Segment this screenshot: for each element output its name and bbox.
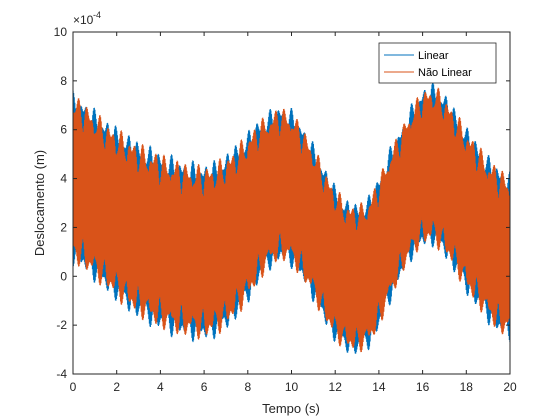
x-tick-label: 12 [329,380,343,394]
y-exponent-power: -4 [93,10,101,20]
x-axis-label: Tempo (s) [262,401,320,416]
y-tick-label: 10 [54,25,68,39]
y-tick-label: 0 [60,269,67,283]
y-tick-label: 6 [60,123,67,137]
x-tick-label: 20 [503,380,517,394]
y-tick-label: 4 [60,172,67,186]
x-tick-label: 4 [157,380,164,394]
x-tick-label: 6 [201,380,208,394]
x-tick-label: 10 [285,380,299,394]
y-tick-label: 8 [60,74,67,88]
x-tick-label: 8 [244,380,251,394]
series-line-nao-linear [73,87,510,353]
y-tick-label: -2 [56,318,67,332]
x-tick-label: 14 [372,380,386,394]
y-tick-label: -4 [56,367,67,381]
x-tick-label: 18 [460,380,474,394]
legend-box [378,42,497,84]
x-tick-label: 0 [70,380,77,394]
x-tick-label: 16 [416,380,430,394]
legend-label-linear: Linear [418,50,449,62]
y-exponent-label: ×10 [73,13,94,27]
y-axis-label: Deslocamento (m) [32,150,47,256]
x-tick-label: 2 [113,380,120,394]
legend-label-nao-linear: Não Linear [418,67,472,79]
series-layer [73,82,510,354]
ticks-layer: 0 2 4 6 8 10 12 14 16 18 20 -4 -2 0 2 4 6 8 10 [54,25,517,394]
legend: Linear Não Linear [378,42,497,84]
y-tick-label: 2 [60,220,67,234]
